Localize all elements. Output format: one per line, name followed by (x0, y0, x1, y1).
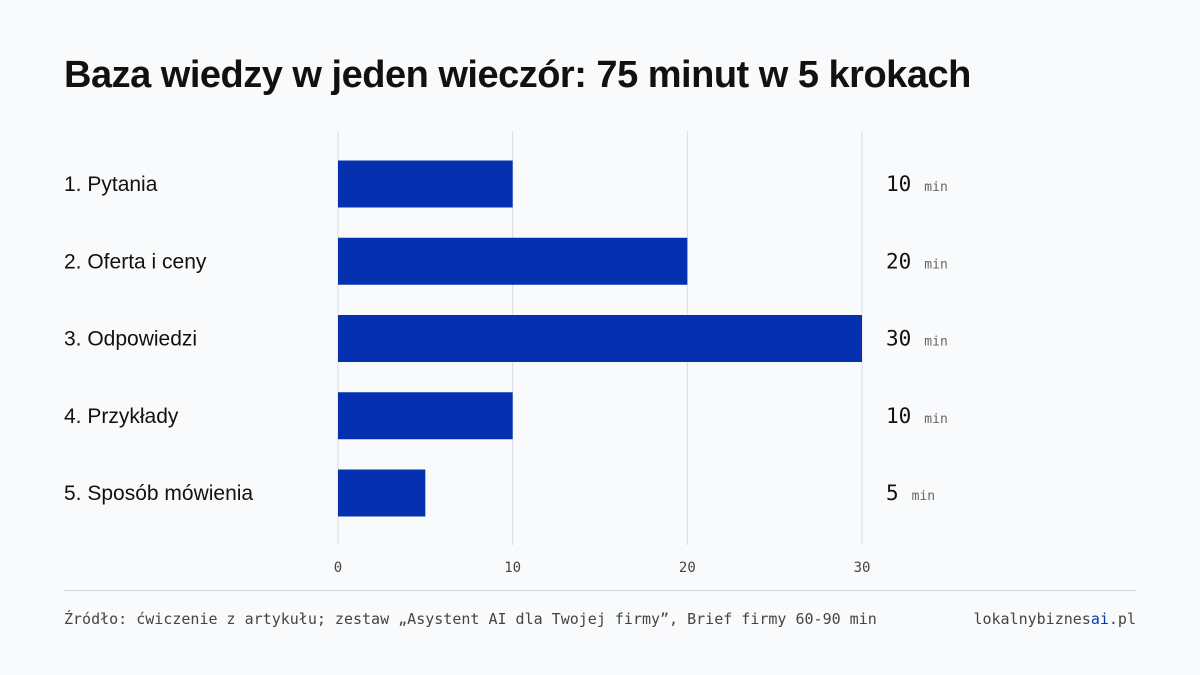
bar-2 (338, 237, 688, 285)
source-note: Źródło: ćwiczenie z artykułu; zestaw „As… (64, 610, 877, 628)
chart-title: Baza wiedzy w jeden wieczór: 75 minut w … (64, 54, 971, 96)
category-labels: 1. Pytania 2. Oferta i ceny 3. Odpowiedzi 4… (64, 173, 253, 505)
brand-accent: ai (1090, 610, 1109, 628)
brand-suffix: .pl (1108, 610, 1136, 628)
bar-3 (338, 315, 862, 362)
x-axis-ticks: 0 10 20 30 (334, 560, 871, 576)
category-label-4: 4. Przykłady (64, 405, 179, 428)
brand-prefix: lokalnybiznes (973, 610, 1091, 628)
category-label-5: 5. Sposób mówienia (64, 482, 253, 505)
footer-divider (64, 590, 1136, 591)
value-label-3: 30 min (886, 327, 948, 351)
value-label-1: 10 min (886, 172, 948, 196)
category-label-3: 3. Odpowiedzi (64, 328, 197, 351)
value-labels: 10 min 20 min 30 min 10 min 5 min (886, 172, 948, 505)
bar-4 (338, 392, 513, 440)
bar-1 (338, 160, 513, 208)
bars (338, 160, 862, 517)
brand-link[interactable]: lokalnybiznesai.pl (973, 608, 1136, 631)
value-label-2: 20 min (886, 249, 948, 273)
x-tick-label-10: 10 (504, 560, 521, 576)
value-label-4: 10 min (886, 404, 948, 428)
x-tick-label-30: 30 (854, 560, 871, 576)
value-label-5: 5 min (886, 481, 935, 505)
x-tick-label-20: 20 (679, 560, 696, 576)
category-label-1: 1. Pytania (64, 173, 158, 196)
bar-5 (338, 469, 426, 517)
category-label-2: 2. Oferta i ceny (64, 250, 207, 273)
x-tick-label-0: 0 (334, 560, 342, 576)
